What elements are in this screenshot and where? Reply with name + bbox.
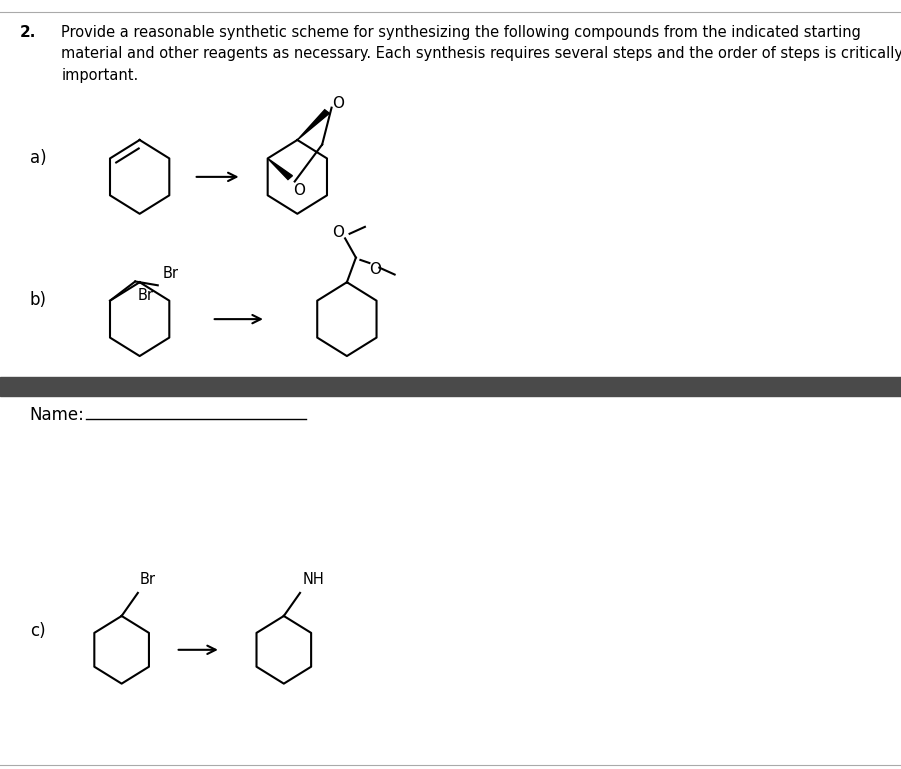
Text: Provide a reasonable synthetic scheme for synthesizing the following compounds f: Provide a reasonable synthetic scheme fo… <box>61 25 901 83</box>
Text: O: O <box>332 96 344 112</box>
Text: 2.: 2. <box>20 25 36 40</box>
Text: Br: Br <box>140 571 156 587</box>
Text: Name:: Name: <box>30 406 85 424</box>
Text: O: O <box>332 225 344 240</box>
Text: O: O <box>369 261 381 277</box>
Bar <box>0 377 901 396</box>
Text: a): a) <box>30 148 46 167</box>
Text: Br: Br <box>138 288 154 303</box>
Text: c): c) <box>30 621 45 640</box>
Polygon shape <box>297 110 330 140</box>
Text: b): b) <box>30 291 47 309</box>
Text: NH: NH <box>303 571 324 587</box>
Text: O: O <box>293 183 305 198</box>
Polygon shape <box>268 158 293 179</box>
Text: Br: Br <box>162 266 178 281</box>
